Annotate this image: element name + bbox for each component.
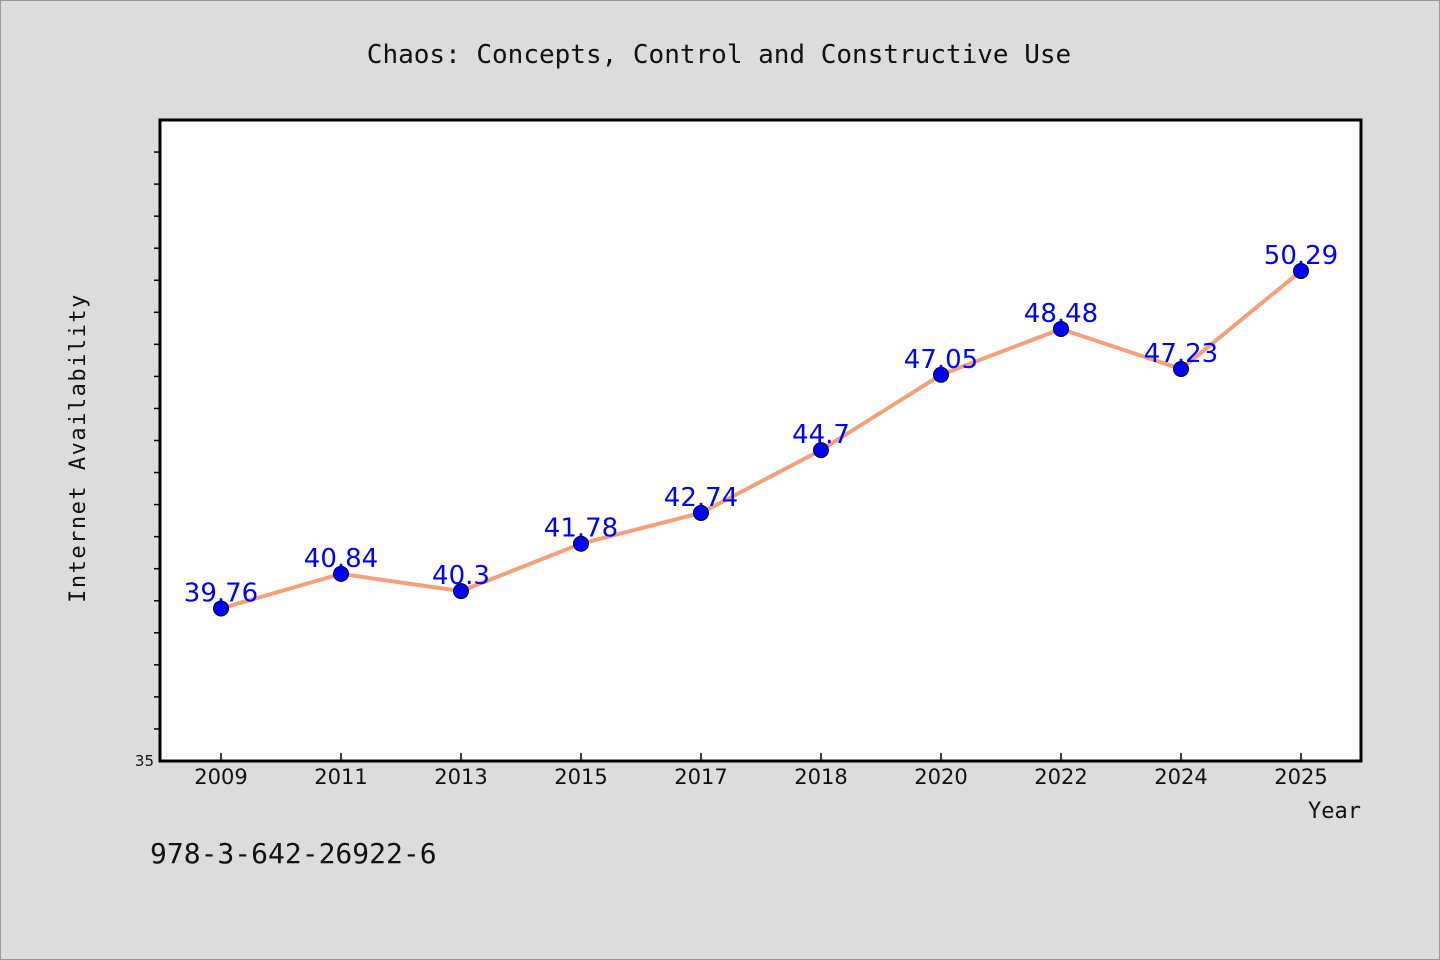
y-axis-ticks: 35 <box>135 151 160 770</box>
x-axis-ticks: 2009 2011 2013 2015 2017 2018 2020 2022 2024 2025 <box>194 753 1328 789</box>
data-label: 40.3 <box>432 561 490 591</box>
data-point <box>1173 361 1189 378</box>
y-axis-title: Internet Availability <box>66 293 91 603</box>
x-tick-label: 2022 <box>1034 765 1087 789</box>
x-tick-label: 2009 <box>194 765 247 789</box>
x-axis-title: Year <box>1308 799 1361 824</box>
data-label: 50.29 <box>1264 241 1338 271</box>
chart-title: Chaos: Concepts, Control and Constructiv… <box>367 40 1071 70</box>
data-point <box>813 442 829 459</box>
footer-isbn: 978-3-642-26922-6 <box>150 837 437 870</box>
data-point <box>693 504 709 521</box>
x-tick-label: 2017 <box>674 765 727 789</box>
data-point <box>453 583 469 600</box>
data-point <box>573 535 589 552</box>
data-point <box>1293 262 1309 279</box>
data-markers <box>213 262 1309 617</box>
x-tick-label: 2011 <box>314 765 367 789</box>
data-label: 39.76 <box>184 578 258 608</box>
data-label: 44.7 <box>792 420 850 450</box>
data-label: 47.23 <box>1144 339 1218 369</box>
x-tick-label: 2024 <box>1154 765 1207 789</box>
plot-area <box>158 118 1363 763</box>
data-point <box>213 600 229 617</box>
data-labels: 39.76 40.84 40.3 41.78 42.74 44.7 47.05 48.48 47… <box>184 241 1338 608</box>
data-label: 40.84 <box>304 544 378 574</box>
x-tick-label: 2018 <box>794 765 847 789</box>
x-tick-label: 2020 <box>914 765 967 789</box>
x-tick-label: 2013 <box>434 765 487 789</box>
series-line <box>220 269 1303 611</box>
y-tick-label: 35 <box>135 752 154 770</box>
data-point <box>333 565 349 582</box>
data-label: 41.78 <box>544 514 618 544</box>
data-point <box>1053 320 1069 337</box>
data-label: 42.74 <box>664 483 738 513</box>
x-tick-label: 2025 <box>1274 765 1327 789</box>
x-tick-label: 2015 <box>554 765 607 789</box>
data-label: 47.05 <box>904 345 978 375</box>
data-label: 48.48 <box>1024 299 1098 329</box>
data-point <box>933 366 949 383</box>
